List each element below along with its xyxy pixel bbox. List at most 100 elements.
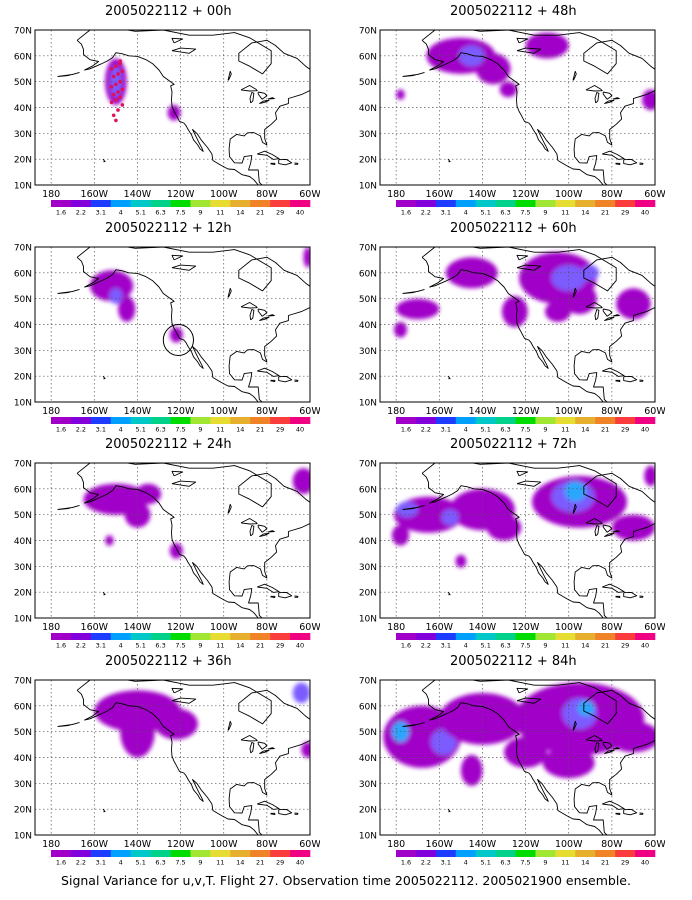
colorbar-label: 11 xyxy=(216,859,224,867)
variance-region xyxy=(551,265,586,291)
colorbar-label: 29 xyxy=(621,642,629,650)
longitude-label: 180 xyxy=(387,189,405,200)
colorbar-swatch xyxy=(595,417,616,424)
latitude-label: 30N xyxy=(14,130,32,140)
panel-title: 2005022112 + 36h xyxy=(105,654,232,669)
longitude-label: 80W xyxy=(601,189,623,200)
colorbar-swatch xyxy=(535,633,556,640)
colorbar-swatch xyxy=(90,850,112,857)
colorbar-label: 1.6 xyxy=(56,859,66,867)
longitude-label: 160W xyxy=(81,189,109,200)
colorbar-label: 9 xyxy=(543,859,547,867)
colorbar-swatch xyxy=(575,200,596,207)
longitude-label: 100W xyxy=(555,839,583,850)
longitude-label: 60W xyxy=(644,406,665,417)
colorbar-label: 2.2 xyxy=(421,642,431,650)
colorbar-label: 4 xyxy=(464,209,468,217)
colorbar-swatch xyxy=(615,633,636,640)
longitude-label: 100W xyxy=(555,189,583,200)
map-panel: 70N 60N 50N 40N 30N 20N 10N 180 160W 140W 120W 100W… xyxy=(14,27,320,217)
observation-point xyxy=(111,113,116,118)
longitude-label: 60W xyxy=(299,406,320,417)
longitude-label: 120W xyxy=(167,189,195,200)
colorbar-swatch xyxy=(455,417,476,424)
panel-title: 2005022112 + 72h xyxy=(450,437,577,452)
observation-point xyxy=(120,87,125,92)
colorbar-label: 29 xyxy=(276,209,284,217)
latitude-label: 10N xyxy=(14,399,32,409)
colorbar-swatch xyxy=(435,850,457,857)
observation-point xyxy=(118,61,122,66)
colorbar-label: 29 xyxy=(621,426,629,434)
colorbar-swatch xyxy=(495,850,516,857)
colorbar-label: 40 xyxy=(296,859,304,867)
longitude-label: 100W xyxy=(210,406,238,417)
latitude-label: 60N xyxy=(359,52,377,62)
map-panel: 70N 60N 50N 40N 30N 20N 10N 180 160W 140W 120W 100W… xyxy=(14,460,320,650)
colorbar-label: 40 xyxy=(641,642,649,650)
colorbar-label: 14 xyxy=(236,642,244,650)
observation-point xyxy=(114,98,118,102)
colorbar-swatch xyxy=(190,417,211,424)
colorbar-swatch xyxy=(290,850,311,857)
latitude-label: 60N xyxy=(359,269,377,279)
latitude-label: 50N xyxy=(359,295,377,305)
observation-point xyxy=(111,92,116,97)
colorbar-label: 4 xyxy=(119,642,123,650)
colorbar-label: 14 xyxy=(581,209,589,217)
colorbar-label: 2.2 xyxy=(76,426,86,434)
colorbar-swatch xyxy=(475,417,496,424)
colorbar-swatch xyxy=(210,850,231,857)
variance-region xyxy=(525,32,569,59)
observation-point xyxy=(114,64,118,68)
colorbar-label: 14 xyxy=(236,426,244,434)
colorbar-label: 3.1 xyxy=(441,426,451,434)
latitude-label: 50N xyxy=(359,78,377,88)
colorbar-swatch xyxy=(290,633,311,640)
colorbar-swatch xyxy=(475,633,496,640)
colorbar-label: 40 xyxy=(296,426,304,434)
colorbar-swatch xyxy=(70,850,92,857)
colorbar-swatch xyxy=(435,633,457,640)
colorbar-label: 9 xyxy=(543,426,547,434)
longitude-label: 140W xyxy=(124,622,152,633)
colorbar-swatch xyxy=(415,633,437,640)
latitude-label: 30N xyxy=(359,130,377,140)
longitude-label: 160W xyxy=(426,622,454,633)
colorbar-label: 1.6 xyxy=(56,426,66,434)
variance-region xyxy=(124,501,151,528)
colorbar-label: 3.1 xyxy=(96,642,106,650)
colorbar-swatch xyxy=(396,633,417,640)
latitude-label: 70N xyxy=(14,27,32,37)
variance-region xyxy=(564,481,586,502)
longitude-label: 100W xyxy=(210,839,238,850)
variance-region xyxy=(644,465,655,487)
latitude-label: 30N xyxy=(359,780,377,790)
longitude-label: 100W xyxy=(210,189,238,200)
longitude-label: 160W xyxy=(426,406,454,417)
panel-title: 2005022112 + 12h xyxy=(105,221,232,236)
longitude-label: 60W xyxy=(644,622,665,633)
colorbar-swatch xyxy=(635,850,656,857)
latitude-label: 40N xyxy=(359,104,377,114)
colorbar-label: 6.3 xyxy=(500,642,510,650)
colorbar-swatch xyxy=(495,200,516,207)
colorbar-swatch xyxy=(415,200,437,207)
panel-title: 2005022112 + 00h xyxy=(105,4,232,19)
latitude-label: 70N xyxy=(14,244,32,254)
longitude-label: 80W xyxy=(256,189,278,200)
colorbar-swatch xyxy=(250,633,271,640)
variance-region xyxy=(391,525,410,546)
longitude-label: 120W xyxy=(512,622,540,633)
latitude-label: 20N xyxy=(14,589,32,599)
variance-region xyxy=(90,270,134,302)
variance-region xyxy=(396,298,440,320)
colorbar-swatch xyxy=(455,850,476,857)
colorbar-label: 3.1 xyxy=(441,859,451,867)
longitude-label: 120W xyxy=(512,406,540,417)
colorbar-label: 6.3 xyxy=(500,859,510,867)
colorbar-swatch xyxy=(615,850,636,857)
observation-point xyxy=(116,90,120,94)
colorbar-swatch xyxy=(615,200,636,207)
longitude-label: 60W xyxy=(644,839,665,850)
